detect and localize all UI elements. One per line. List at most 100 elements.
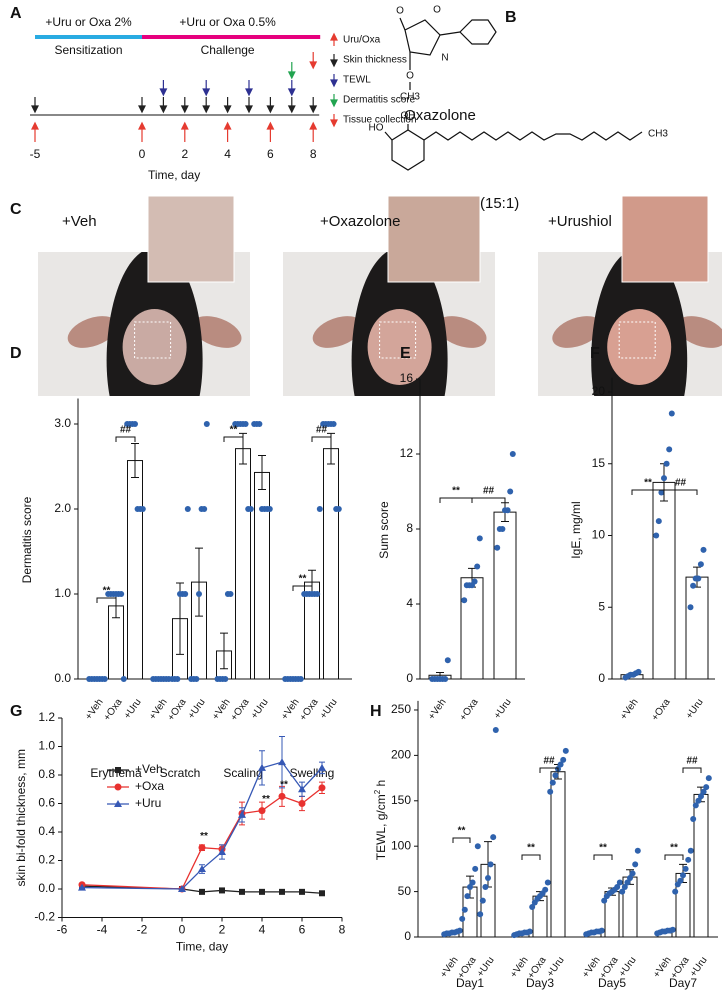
- y-axis-label-part: TEWL, g/cm: [374, 794, 388, 860]
- marker: [298, 785, 306, 793]
- phase-bar: [142, 35, 321, 39]
- x-tick-label: -4: [97, 923, 108, 937]
- x-tick-label: 2: [219, 923, 226, 937]
- data-point: [663, 460, 670, 467]
- urushiol-structure: [384, 124, 643, 171]
- timeline-arrow: [245, 80, 253, 97]
- data-point: [703, 784, 710, 791]
- x-axis-label: Time, day: [148, 168, 200, 182]
- significance-label: ##: [686, 756, 698, 767]
- data-point: [562, 747, 569, 754]
- bar: [493, 511, 517, 680]
- significance-label: **: [670, 843, 678, 854]
- data-point: [461, 597, 468, 604]
- data-point: [297, 676, 304, 682]
- x-tick-label: -6: [57, 923, 68, 937]
- mouse-ear: [676, 316, 722, 348]
- legend-label: Skin thickness: [343, 55, 407, 66]
- significance-label: ##: [316, 425, 328, 436]
- marker: [115, 767, 121, 773]
- data-point: [690, 582, 697, 589]
- data-point: [658, 489, 665, 496]
- marker: [114, 783, 122, 791]
- series-tick-label: +Oxa: [229, 697, 252, 723]
- timeline-arrow: [223, 97, 232, 114]
- data-point: [120, 676, 127, 682]
- x-tick-label: 8: [310, 147, 317, 161]
- x-tick-label: 4: [224, 147, 231, 161]
- series-tick-label: +Uru: [186, 697, 208, 721]
- x-tick-label: 8: [339, 923, 346, 937]
- significance-label: **: [230, 425, 238, 436]
- phase-name: Sensitization: [54, 43, 122, 57]
- series-tick-label: +Veh: [147, 697, 169, 722]
- x-tick-label: 4: [259, 923, 266, 937]
- error-bar: [195, 547, 203, 617]
- data-point: [256, 421, 263, 427]
- y-tick-label: 1.0: [38, 739, 55, 753]
- y-axis-label-part: 2: [373, 789, 382, 794]
- x-tick-label: +Uru: [492, 697, 514, 721]
- atom-label: CH3: [400, 92, 420, 103]
- series-tick-label: +Veh: [279, 697, 301, 722]
- data-point: [182, 591, 189, 597]
- data-point: [469, 879, 476, 886]
- y-tick-label: 0: [404, 929, 411, 943]
- x-tick-label: 0: [179, 923, 186, 937]
- data-point: [139, 506, 146, 512]
- data-point: [461, 906, 468, 913]
- data-point: [485, 874, 491, 881]
- significance-bracket: [115, 436, 136, 442]
- bar: [550, 771, 566, 938]
- data-point: [700, 788, 707, 795]
- data-point: [552, 772, 559, 779]
- x-tick-label: -2: [137, 923, 148, 937]
- data-point: [700, 546, 707, 553]
- timeline-arrow: [159, 80, 168, 97]
- data-point: [677, 877, 684, 884]
- series-tick-label: +Oxa: [298, 697, 321, 723]
- data-point: [504, 507, 511, 514]
- marker: [279, 888, 285, 895]
- photo: [538, 252, 722, 396]
- y-tick-label: 0.8: [38, 767, 55, 781]
- timeline-arrow: [180, 121, 189, 142]
- data-point: [560, 756, 567, 763]
- atom-label: OH: [401, 111, 416, 122]
- data-point: [690, 815, 697, 822]
- data-point: [635, 668, 642, 675]
- phase-name: Challenge: [201, 43, 255, 57]
- y-tick-label: 0.4: [38, 824, 55, 838]
- data-point: [507, 488, 514, 495]
- error-bar: [258, 454, 266, 490]
- y-tick-label: 0.0: [54, 671, 71, 685]
- category-label: Scratch: [160, 766, 201, 780]
- photo-label: +Oxazolone: [320, 213, 400, 230]
- data-point: [695, 575, 702, 582]
- x-tick-label: +Oxa: [650, 697, 673, 723]
- atom-label: CH3: [648, 129, 668, 140]
- x-tick-label: +Veh: [426, 697, 448, 722]
- category-label: Day1: [456, 976, 484, 990]
- data-point: [627, 874, 633, 881]
- significance-label: **: [200, 831, 208, 842]
- timeline-arrow: [202, 80, 211, 97]
- timeline-arrow: [287, 97, 296, 114]
- y-axis-label: IgE, mg/ml: [569, 501, 583, 558]
- marker: [319, 890, 325, 897]
- marker: [218, 847, 226, 855]
- legend-label: +Uru: [135, 796, 161, 810]
- bond: [384, 131, 393, 141]
- data-point: [266, 506, 273, 512]
- y-tick-label: 0.0: [38, 881, 55, 895]
- data-point: [101, 676, 108, 682]
- data-point: [477, 911, 484, 918]
- data-point: [547, 788, 554, 795]
- y-tick-label: 1.0: [54, 586, 71, 600]
- significance-bracket: [521, 854, 541, 860]
- data-point: [464, 893, 471, 900]
- data-point: [624, 879, 631, 886]
- legend-label: +Veh: [135, 762, 163, 776]
- shaved-patch: [367, 309, 432, 385]
- data-point: [474, 843, 481, 850]
